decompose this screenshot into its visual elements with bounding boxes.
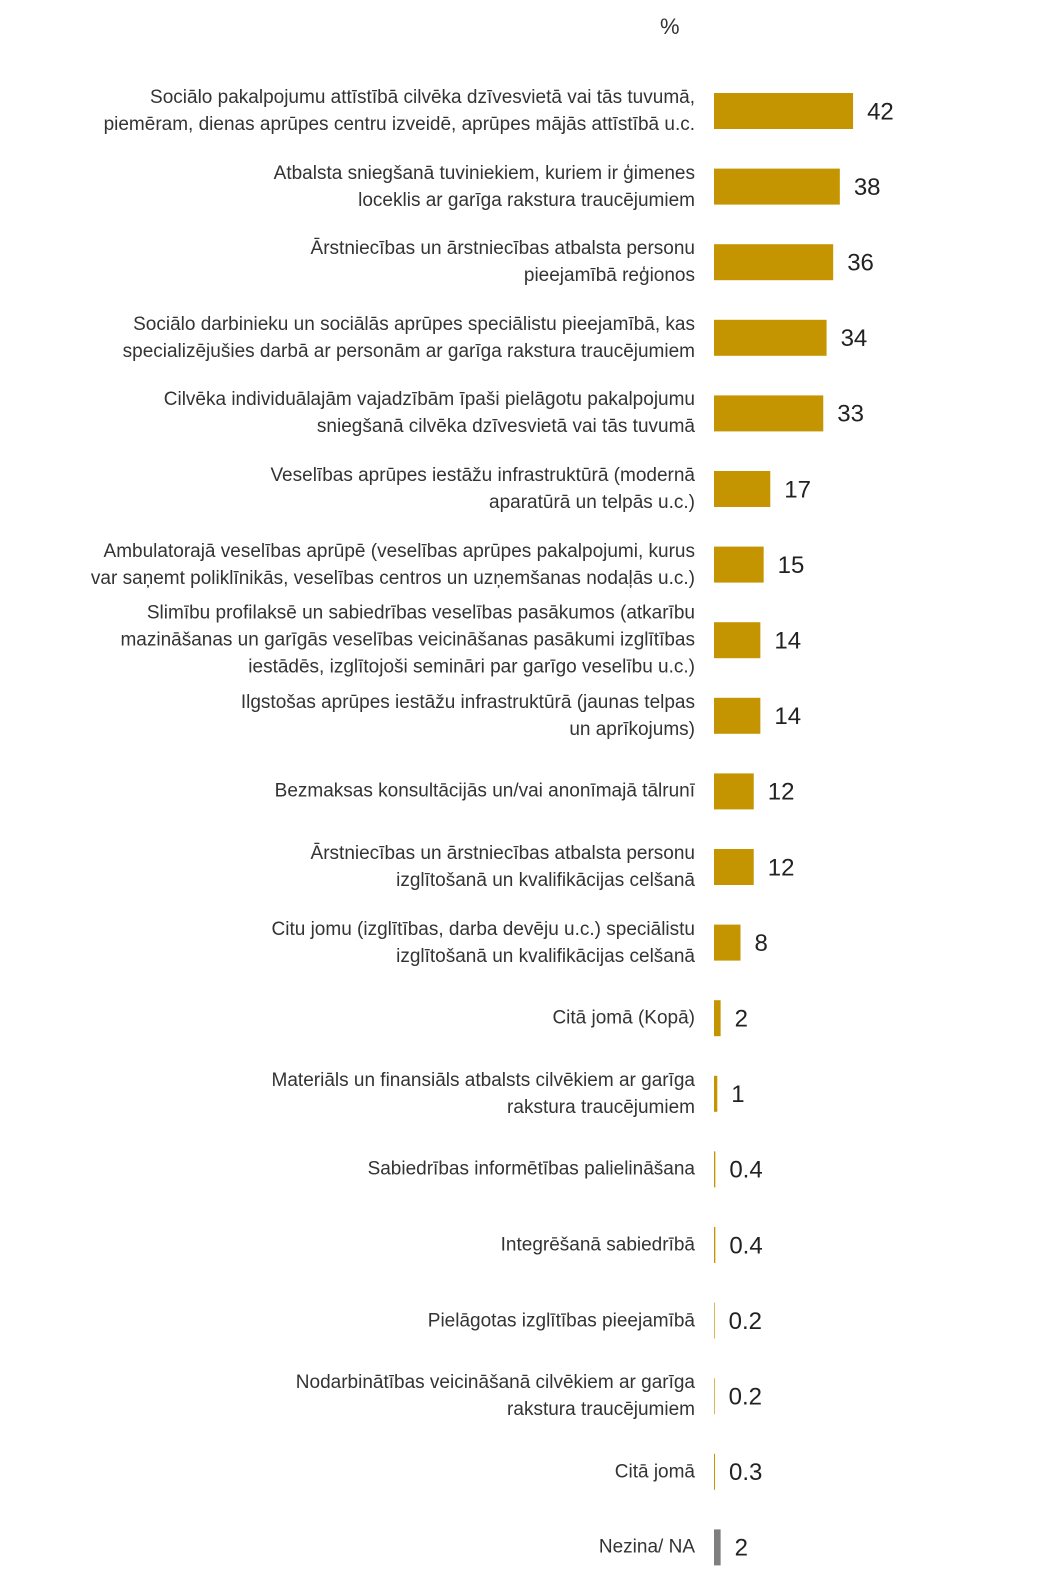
bar [714,924,741,961]
value-label: 12 [768,854,795,881]
value-label: 8 [754,930,767,957]
value-label: 38 [854,174,881,201]
value-label: 14 [774,628,801,655]
bar [714,1453,715,1490]
bar [714,1302,715,1339]
value-label: 12 [768,779,795,806]
value-label: 33 [837,401,864,428]
bar [714,1378,715,1415]
bar [714,546,764,583]
category-label: Bezmaksas konsultācijās un/vai anonīmajā… [274,780,695,802]
value-label: 34 [841,325,868,352]
category-label: Nezina/ NA [598,1536,695,1558]
value-label: 0.2 [729,1308,762,1335]
bar [714,773,754,810]
bar [714,1075,718,1112]
category-label: Ārstniecības un ārstniecības atbalsta pe… [310,238,695,287]
bar [714,1227,716,1263]
value-label: 36 [847,250,874,277]
bar [714,622,761,659]
bar [714,849,754,885]
category-label: Sociālo pakalpojumu attīstībā cilvēka dz… [103,87,695,135]
bar [714,93,854,129]
bar [714,244,834,281]
bar [714,395,824,432]
category-label: Veselības aprūpes iestāžu infrastruktūrā… [270,465,695,513]
category-label: Materiāls un finansiāls atbalsts cilvēki… [271,1069,695,1118]
bar [714,1000,721,1037]
value-label: 0.2 [729,1384,762,1411]
category-label: Cilvēka individuālajām vajadzībām īpaši … [163,389,695,438]
value-label: 0.4 [729,1157,762,1184]
value-label: 0.3 [729,1459,762,1486]
category-label: Ilgstošas aprūpes iestāžu infrastruktūrā… [240,691,695,740]
category-label: Integrēšanā sabiedrībā [500,1234,695,1256]
category-label: Ambulatorajā veselības aprūpē (veselības… [90,540,695,589]
bar [714,1151,716,1188]
unit-label: % [660,14,680,39]
category-label: Atbalsta sniegšanā tuviniekiem, kuriem i… [273,162,695,211]
category-label: Slimību profilaksē un sabiedrības veselī… [120,602,695,678]
category-label: Nodarbinātības veicināšanā cilvēkiem ar … [295,1372,695,1421]
bar [714,319,827,356]
value-label: 1 [731,1081,744,1108]
value-label: 2 [735,1535,748,1562]
bar [714,1529,721,1566]
value-label: 42 [867,98,894,125]
value-label: 2 [735,1006,748,1033]
category-label: Sociālo darbinieku un sociālās aprūpes s… [122,313,695,362]
category-label: Ārstniecības un ārstniecības atbalsta pe… [310,843,695,891]
value-label: 0.4 [729,1232,762,1259]
category-label: Pielāgotas izglītības pieejamībā [427,1310,695,1332]
category-label: Sabiedrības informētības palielināšana [367,1158,695,1180]
value-label: 17 [784,476,811,503]
category-label: Citā jomā [614,1461,695,1483]
value-label: 14 [774,703,801,730]
value-label: 15 [778,552,805,579]
bar [714,697,761,734]
category-label: Citā jomā (Kopā) [552,1007,695,1029]
category-label: Citu jomu (izglītības, darba devēju u.c.… [271,918,695,967]
bar [714,471,771,507]
bar [714,168,840,205]
